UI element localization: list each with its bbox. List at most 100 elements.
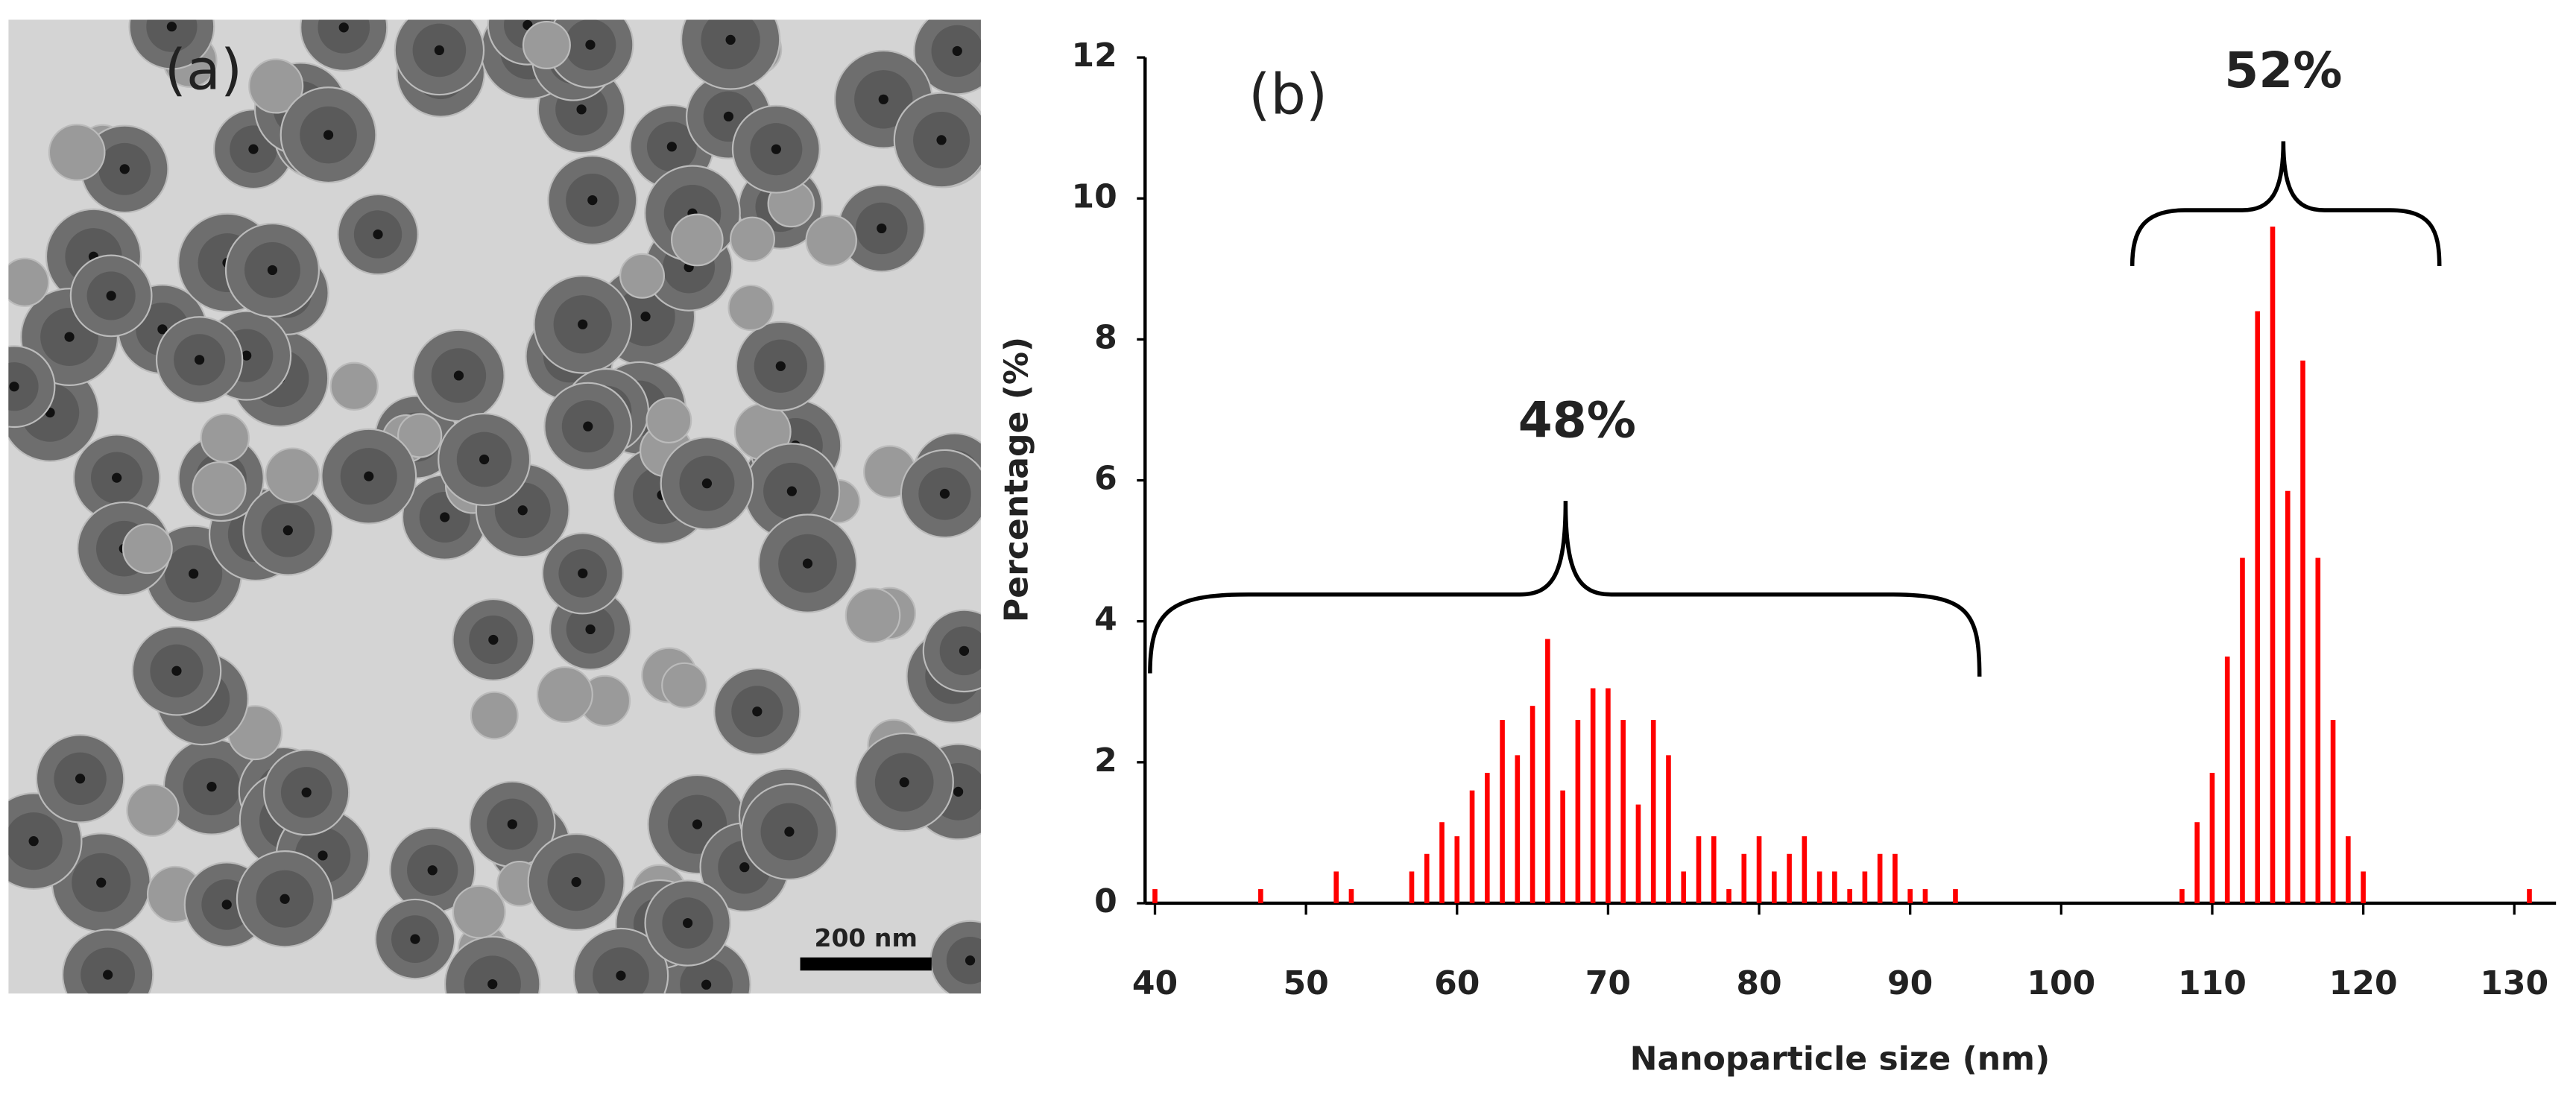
- particle-core: [952, 45, 962, 57]
- particle-core: [578, 319, 588, 329]
- x-tick-label: 100: [2027, 964, 2095, 1002]
- particle: [248, 58, 304, 114]
- particle-core: [739, 862, 750, 873]
- panel-label-b: (b): [1248, 62, 1328, 127]
- bar: [1816, 871, 1822, 903]
- panel-label-a: (a): [165, 37, 242, 103]
- y-axis-label: Percentage (%): [998, 337, 1036, 622]
- bar: [1409, 871, 1415, 903]
- bar: [2315, 557, 2321, 903]
- particle-core: [965, 955, 976, 966]
- particle-core: [640, 312, 651, 322]
- particle-core: [701, 478, 713, 489]
- bar: [1650, 720, 1656, 903]
- bar: [1620, 720, 1626, 903]
- annotation: 52%: [2224, 42, 2342, 99]
- bar: [2527, 889, 2532, 903]
- particle: [536, 666, 593, 724]
- bar: [1787, 853, 1792, 903]
- bar: [1333, 871, 1339, 903]
- x-tick-label: 120: [2329, 964, 2398, 1002]
- x-tick-label: 60: [1434, 964, 1480, 1002]
- bar: [1545, 639, 1550, 903]
- particle: [845, 587, 901, 644]
- particle-core: [571, 876, 581, 888]
- particle: [645, 397, 692, 444]
- bar: [2255, 311, 2261, 903]
- particle: [727, 284, 774, 332]
- particle-core: [106, 291, 116, 301]
- particle-core: [487, 979, 498, 990]
- bar: [2270, 227, 2276, 903]
- bar: [1606, 688, 1611, 903]
- particle-core: [171, 666, 182, 676]
- particle: [671, 213, 724, 267]
- x-tick-label: 70: [1585, 964, 1631, 1002]
- particle-core: [953, 786, 964, 797]
- scale-bar: [800, 957, 932, 971]
- particle-core: [410, 934, 420, 944]
- particle: [805, 215, 857, 267]
- particle-core: [802, 558, 813, 569]
- particle-core: [440, 512, 450, 522]
- bar: [2346, 836, 2351, 903]
- bar: [1953, 889, 1958, 903]
- particle-core: [784, 826, 795, 837]
- x-tick-label: 40: [1132, 964, 1178, 1002]
- particle: [661, 662, 708, 709]
- particle-core: [248, 144, 259, 154]
- bar: [1439, 822, 1445, 903]
- y-tick-label: 2: [1094, 742, 1117, 780]
- x-tick-label: 90: [1887, 964, 1933, 1002]
- bar: [1802, 836, 1808, 903]
- particle-core: [221, 900, 232, 910]
- particle: [522, 20, 571, 69]
- scale-bar-label: 200 nm: [814, 923, 917, 952]
- bar: [2361, 871, 2366, 903]
- particle: [48, 124, 106, 181]
- particle-core: [585, 624, 596, 635]
- annotation: 48%: [1518, 392, 1636, 449]
- particle-core: [427, 865, 438, 876]
- bar: [1847, 889, 1852, 903]
- particles: [8, 19, 981, 994]
- particle-core: [96, 877, 107, 888]
- bar: [1772, 871, 1777, 903]
- particle-core: [206, 781, 217, 792]
- particle-core: [103, 970, 113, 980]
- particle-core: [959, 645, 970, 656]
- bar: [1530, 706, 1535, 903]
- particle: [8, 257, 50, 307]
- particle-core: [878, 94, 888, 104]
- bar: [1469, 790, 1475, 903]
- particle: [126, 783, 180, 837]
- particle-shell: [680, 958, 733, 994]
- particle-core: [723, 111, 734, 121]
- particle-core: [775, 361, 786, 371]
- particle-core: [666, 142, 677, 152]
- x-tick-label: 130: [2480, 964, 2548, 1002]
- bar: [1348, 889, 1354, 903]
- particle-shell: [593, 947, 649, 994]
- y-tick-label: 4: [1094, 601, 1117, 639]
- bar: [1892, 853, 1898, 903]
- bar: [1485, 773, 1490, 903]
- bar: [2300, 360, 2305, 903]
- particle-core: [576, 104, 587, 115]
- y-tick-label: 8: [1094, 318, 1117, 356]
- bar: [1590, 688, 1596, 903]
- particle-core: [899, 777, 909, 788]
- particle: [265, 447, 321, 503]
- bar: [1515, 755, 1521, 903]
- bar: [2285, 490, 2291, 903]
- particle-core: [877, 223, 887, 234]
- particle-core: [338, 22, 349, 33]
- particle-core: [453, 370, 464, 381]
- particle-shell: [146, 19, 198, 52]
- particle-shell: [946, 936, 981, 984]
- particle-core: [692, 819, 703, 829]
- particle-core: [9, 382, 19, 392]
- particle-core: [585, 39, 596, 50]
- bar: [1696, 836, 1702, 903]
- particle: [192, 461, 247, 516]
